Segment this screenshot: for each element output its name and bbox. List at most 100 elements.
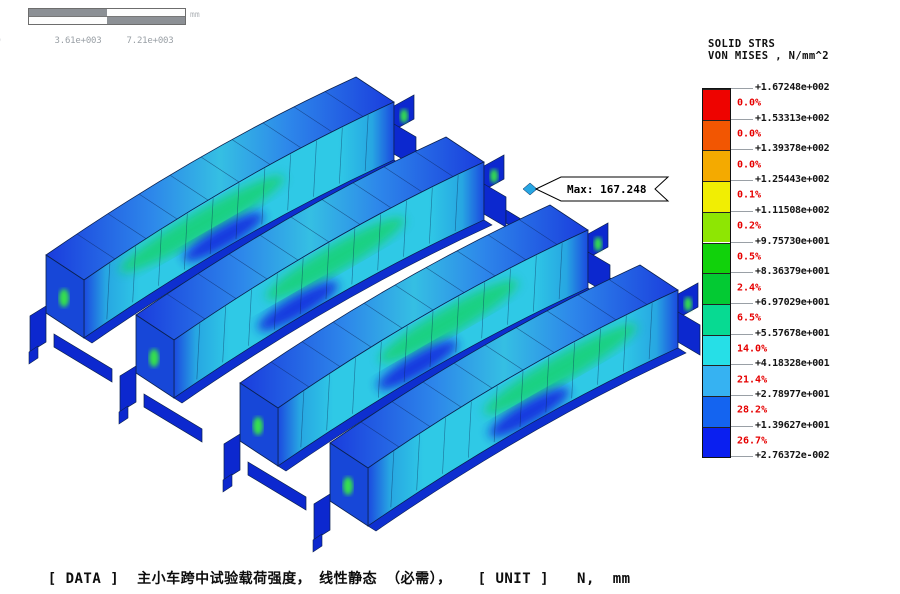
web-panel-line: [222, 306, 227, 363]
legend-percent-label: 0.0%: [737, 159, 762, 171]
legend-color-band: [703, 242, 730, 274]
girder-bottom-flange: [173, 219, 493, 404]
girder-2: [118, 136, 563, 443]
end-carriage-block: [223, 433, 241, 481]
web-panel-line: [390, 451, 395, 508]
stress-green-band: [265, 217, 405, 300]
stress-speck: [253, 417, 263, 435]
top-panel-line: [76, 233, 116, 260]
legend-color-band: [703, 396, 730, 427]
top-panel-line: [608, 279, 648, 305]
scale-bar: [28, 8, 186, 25]
legend-value-label: +1.53313e+002: [755, 112, 830, 124]
top-panel-line: [518, 219, 558, 245]
legend-value-label: +5.57678e+001: [755, 327, 830, 339]
legend-color-band: [703, 365, 730, 396]
end-carriage-block: [29, 305, 47, 353]
legend-leader-line: [731, 180, 753, 182]
web-panel-line: [352, 357, 356, 414]
top-panel-line: [138, 193, 178, 220]
web-panel-line: [299, 258, 304, 315]
legend-value-label: +2.76372e-002: [755, 450, 830, 462]
top-panel-line: [231, 139, 271, 165]
web-panel-line: [455, 296, 460, 353]
top-panel-line: [332, 321, 372, 348]
web-panel-line: [338, 127, 343, 184]
legend-color-band: [703, 273, 730, 304]
legend-value-label: +8.36379e+001: [755, 266, 830, 278]
scale-bar-tick: 7.21e+003: [126, 36, 174, 46]
web-panel-line: [571, 342, 576, 399]
web-panel-line: [196, 323, 201, 380]
legend-leader-line: [731, 241, 753, 243]
stress-speck: [684, 297, 692, 311]
web-panel-line: [377, 341, 382, 398]
top-panel-line: [484, 344, 524, 371]
top-panel-line: [546, 310, 586, 337]
legend-value-label: +6.97029e+001: [755, 296, 830, 308]
web-panel-line: [416, 434, 421, 491]
legend-color-band: [703, 181, 730, 212]
legend-leader-line: [731, 395, 753, 396]
scale-bar-tick: 0: [0, 36, 1, 46]
legend-value-label: +9.75730e+001: [755, 235, 830, 247]
top-panel-line: [166, 293, 206, 320]
top-panel-line: [422, 381, 462, 408]
stress-speck: [400, 109, 408, 123]
scale-bar-segment: [107, 9, 185, 17]
scale-bar-segment: [107, 17, 185, 24]
stress-green-band: [378, 279, 519, 363]
caption-data-tag: [ DATA ]: [47, 571, 120, 587]
end-carriage-foot: [312, 533, 323, 553]
stress-blue-spot: [377, 340, 458, 390]
stress-blue-spot: [488, 387, 570, 438]
web-panel-line: [287, 154, 292, 211]
top-panel-line: [262, 122, 302, 149]
top-panel-line: [169, 174, 209, 201]
end-carriage-foot: [28, 345, 39, 365]
stress-speck: [343, 477, 353, 495]
stress-green-band: [119, 175, 285, 273]
end-carriage-foot: [222, 473, 233, 493]
stress-legend: SOLID STRS VON MISES , N/mm^2 +1.67248e+…: [700, 0, 900, 594]
web-panel-line: [326, 374, 331, 431]
legend-percent-label: 0.1%: [737, 189, 762, 201]
web-panel-line: [325, 242, 330, 300]
legend-percent-label: 26.7%: [737, 435, 768, 447]
caption-unit-tag: [ UNIT ]: [477, 571, 550, 587]
stress-speck: [490, 169, 498, 183]
end-carriage-foot: [118, 405, 129, 425]
legend-leader-line: [731, 333, 753, 335]
top-panel-line: [321, 199, 361, 225]
web-panel-line: [248, 289, 252, 346]
top-panel-line: [259, 234, 299, 261]
top-panel-line: [270, 361, 310, 388]
girder-4: [312, 264, 701, 553]
caption-analysis-text: 线性静态 （必需），: [319, 571, 452, 587]
stress-blue-spot: [257, 281, 339, 331]
legend-percent-label: 28.2%: [737, 404, 768, 416]
connecting-rod: [53, 333, 113, 383]
web-panel-line: [429, 310, 434, 368]
legend-percent-label: 2.4%: [737, 282, 762, 293]
legend-percent-label: 21.4%: [737, 374, 768, 386]
legend-percent-label: 0.5%: [737, 251, 762, 263]
end-carriage-block: [313, 493, 331, 541]
scale-bar-segment: [29, 9, 107, 17]
top-panel-line: [301, 341, 341, 367]
top-panel-line: [394, 284, 434, 311]
web-panel-line: [300, 391, 305, 448]
top-panel-line: [456, 250, 496, 277]
stress-blue-spot: [183, 212, 264, 262]
legend-color-bar: [702, 88, 731, 458]
legend-color-band: [703, 119, 730, 151]
legend-leader-line: [731, 149, 753, 151]
web-panel-line: [403, 200, 407, 257]
scale-bar-ticks: 0 3.61e+003 7.21e+003: [0, 36, 260, 50]
top-panel-line: [391, 401, 431, 427]
max-flag-label: Max: 167.248: [567, 183, 646, 196]
top-panel-line: [352, 182, 392, 209]
end-carriage-block: [119, 365, 137, 413]
web-panel-line: [209, 198, 214, 255]
